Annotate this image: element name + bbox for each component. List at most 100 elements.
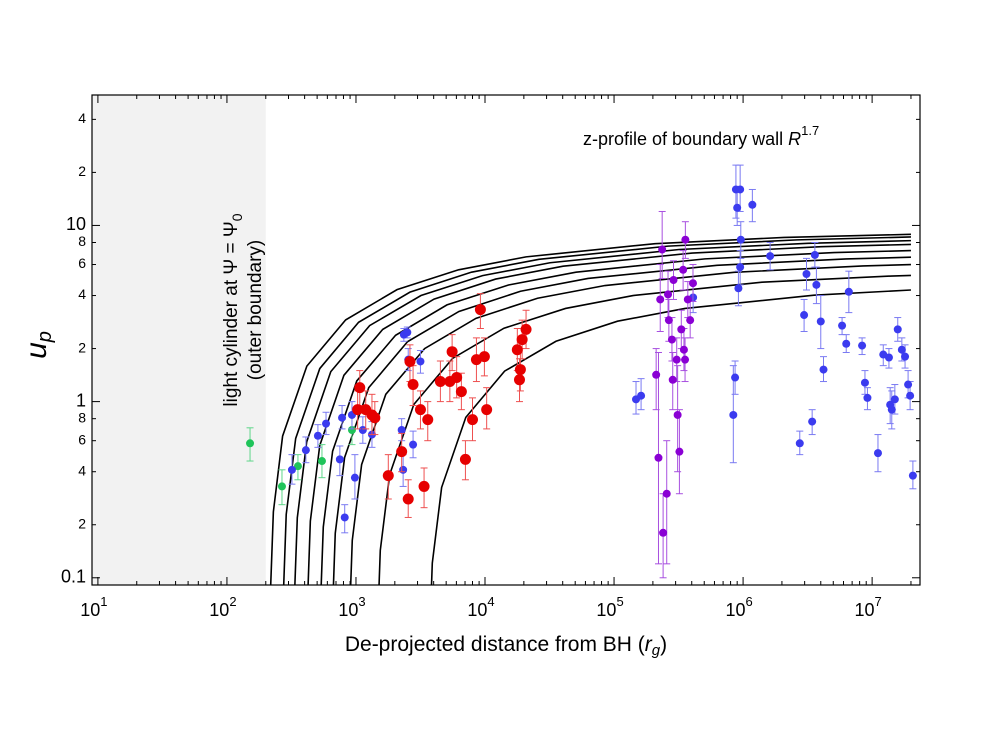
y-tick-label: 1 [76,390,86,410]
data-point [669,276,678,285]
x-tick-power: 7 [875,594,882,609]
data-point [662,489,671,498]
data-point [514,364,526,376]
data-point [520,323,532,335]
data-point [422,414,434,426]
model-curve [294,239,911,585]
data-point [350,473,359,482]
data-point [335,455,344,464]
x-label-text: De-projected distance from BH ( [345,633,645,656]
y-tick-label: 4 [78,110,86,126]
data-point [729,410,738,419]
x-tick-base: 10 [209,600,229,620]
data-point [451,372,463,384]
data-point [513,374,525,386]
data-point [677,325,686,334]
data-point [819,365,828,374]
data-point [402,493,414,505]
data-point [893,325,902,334]
data-point [686,316,695,325]
data-point [481,404,493,416]
plot-area [246,164,917,585]
x-label-close: ) [660,633,667,656]
data-point [659,528,668,537]
data-point [844,287,853,296]
x-tick-label: 103 [338,594,365,619]
x-tick-label: 107 [854,594,881,619]
data-point [414,404,426,416]
annotation-text: z-profile of boundary wall [583,129,783,149]
data-point [873,449,882,458]
data-point [287,465,296,474]
data-point [795,439,804,448]
data-point [658,245,667,254]
data-point [301,446,310,455]
model-curve [269,233,911,585]
x-tick-power: 3 [358,594,365,609]
data-point [672,355,681,364]
data-point [434,376,446,388]
data-point [766,252,775,261]
data-point [382,470,394,482]
data-point [734,284,743,293]
x-tick-power: 2 [229,594,236,609]
data-point [890,395,899,404]
data-point [354,382,366,394]
x-tick-base: 10 [80,600,100,620]
x-tick-power: 6 [745,594,752,609]
light-cylinder-label: (outer boundary) [245,240,266,380]
data-point [322,419,331,428]
y-tick-label: 10 [66,214,86,234]
y-tick-label: 2 [78,163,86,179]
x-label-symbol: r [645,633,653,656]
data-point [906,391,915,400]
data-point [313,431,322,440]
data-point [688,279,697,288]
data-point [838,321,847,330]
data-point [904,380,913,389]
x-tick-label: 104 [467,594,494,619]
data-point [399,465,408,474]
annotation-power: 1.7 [801,123,819,138]
data-point [664,316,673,325]
data-point [802,270,811,279]
data-point [478,351,490,363]
annotation-symbol: R [788,129,801,149]
data-point [397,425,406,434]
data-point [901,352,910,361]
data-point [416,357,425,366]
data-point [654,453,663,462]
model-curve [320,249,911,585]
data-point [908,471,917,480]
data-point [352,404,364,416]
data-point [338,413,347,422]
data-point [681,235,690,244]
data-point [808,417,817,426]
data-point [293,462,302,471]
x-tick-base: 10 [854,600,874,620]
y-tick-label: 2 [78,515,86,531]
y-tick-label: 4 [78,462,86,478]
data-point [810,250,819,259]
light-cylinder-text: light cylinder at Ψ = Ψ [221,221,242,406]
x-tick-label: 105 [596,594,623,619]
data-point [748,200,757,209]
data-point [246,439,255,448]
data-point [340,513,349,522]
x-tick-label: 102 [209,594,236,619]
x-axis-label: De-projected distance from BH (rg) [345,633,667,659]
data-point [516,334,528,346]
model-curve [282,236,911,585]
model-curve [349,263,911,585]
x-tick-base: 10 [338,600,358,620]
data-point [511,344,523,356]
data-point [455,386,467,398]
data-point [446,346,458,358]
data-point [668,375,677,384]
data-point [656,295,665,304]
data-point [736,235,745,244]
data-point [277,482,286,491]
data-point [664,290,673,299]
data-point [860,378,869,387]
